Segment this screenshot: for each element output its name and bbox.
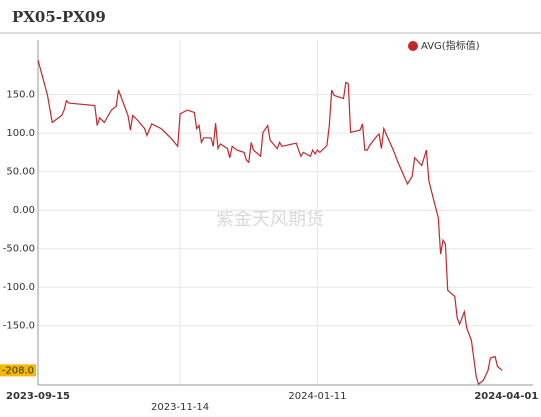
- legend-marker: [408, 41, 418, 51]
- x-tick-label: 2023-11-14: [151, 402, 209, 413]
- x-tick-label: 2024-01-11: [288, 391, 346, 402]
- y-tick-label: -50.00: [3, 244, 35, 255]
- x-tick-label: 2023-09-15: [6, 391, 70, 402]
- y-tick-label: 0.00: [13, 205, 35, 216]
- y-tick-label: 150.0: [6, 90, 35, 101]
- y-tick-label: 100.0: [6, 128, 35, 139]
- current-value-label: -208.0: [2, 365, 34, 376]
- x-tick-label: 2024-04-01: [474, 391, 538, 402]
- line-series: [37, 59, 503, 386]
- legend-label: AVG(指标值): [421, 39, 480, 52]
- current-value-box: [0, 364, 36, 377]
- watermark: 紫金天风期货: [216, 209, 324, 230]
- y-tick-label: -100.0: [3, 282, 35, 293]
- y-tick-label: 50.00: [6, 167, 35, 178]
- chart-title: PX05-PX09: [12, 8, 106, 26]
- y-tick-label: -150.0: [3, 321, 35, 332]
